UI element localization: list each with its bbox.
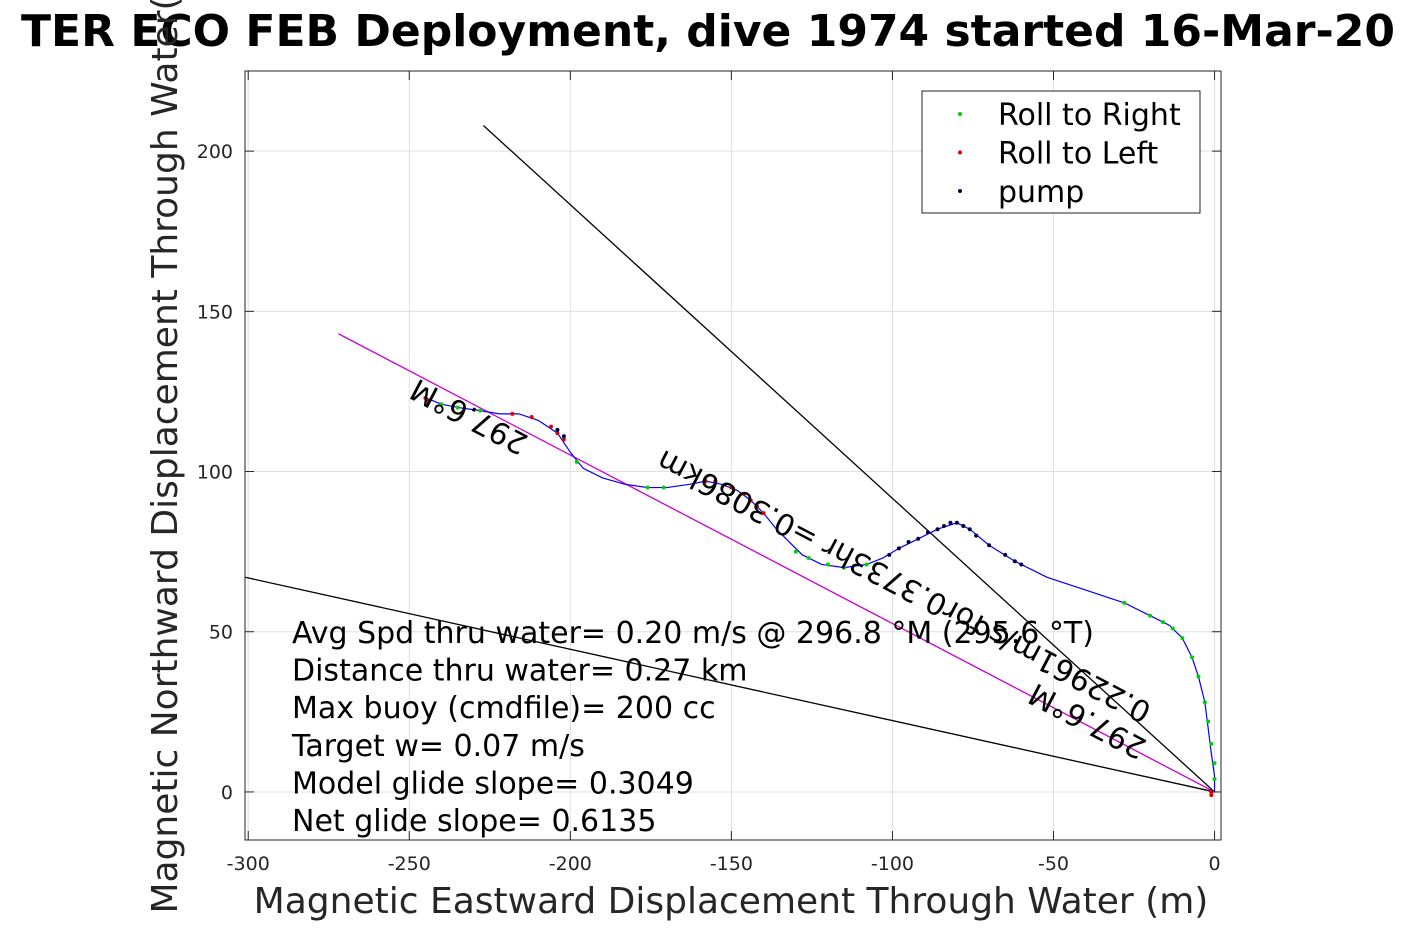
stat-line: Model glide slope= 0.3049 <box>292 766 694 801</box>
data-points <box>423 395 1217 798</box>
roll-to-right-point <box>1170 626 1175 631</box>
y-tick-label: 0 <box>221 782 233 804</box>
roll-to-right-point <box>1209 741 1214 746</box>
pump-point <box>935 527 940 532</box>
y-axis-label: Magnetic Northward Displacement Through … <box>145 0 186 914</box>
pump-point <box>906 540 911 545</box>
roll-to-left-point <box>755 504 760 509</box>
pump-point <box>887 552 892 557</box>
plot-frame <box>244 70 1222 841</box>
pump-point <box>967 527 972 532</box>
roll-to-right-point <box>661 485 666 490</box>
roll-to-right-point <box>1148 613 1153 618</box>
roll-to-left-point <box>742 491 747 496</box>
roll-to-left-point <box>713 479 718 484</box>
legend-label: Roll to Left <box>998 137 1158 172</box>
roll-to-right-point <box>1161 620 1166 625</box>
x-tick-label: -50 <box>1038 853 1069 875</box>
roll-to-right-point <box>806 556 811 561</box>
roll-to-right-point <box>1212 777 1217 782</box>
roll-to-right-point <box>864 562 869 567</box>
y-tick-label: 150 <box>197 301 233 323</box>
legend-box <box>921 90 1201 214</box>
roll-to-left-point <box>529 415 534 420</box>
pump-point <box>961 523 966 528</box>
black-line-steep <box>482 124 1215 793</box>
roll-to-right-point <box>645 485 650 490</box>
x-tick-label: -150 <box>710 853 753 875</box>
pump-point <box>555 427 560 432</box>
pump-point <box>896 546 901 551</box>
roll-to-right-point <box>1202 700 1207 705</box>
stat-line: Distance thru water= 0.27 km <box>292 654 747 689</box>
roll-to-left-point <box>423 395 428 400</box>
pump-point <box>974 533 979 538</box>
pump-point <box>925 530 930 535</box>
stat-line: Target w= 0.07 m/s <box>291 729 585 764</box>
roll-to-right-point <box>1122 600 1127 605</box>
pump-point <box>1012 559 1017 564</box>
chart-title: TER ECO FEB Deployment, dive 1974 starte… <box>21 6 1395 57</box>
x-tick-label: -300 <box>227 853 270 875</box>
x-tick-label: -250 <box>388 853 431 875</box>
legend-marker <box>958 112 962 116</box>
y-tick-label: 200 <box>197 141 233 163</box>
stat-line: Avg Spd thru water= 0.20 m/s @ 296.8 °M … <box>292 616 1094 651</box>
roll-to-left-point <box>510 411 515 416</box>
axis-ticks: -300 -250 -200 -150 -100 -50 0 0 50 100 150 200 <box>197 71 1221 875</box>
stats-block: Avg Spd thru water= 0.20 m/s @ 296.8 °M … <box>291 616 1094 839</box>
roll-to-right-point <box>574 459 579 464</box>
pump-point <box>916 536 921 541</box>
roll-to-right-point <box>1196 674 1201 679</box>
roll-to-left-point <box>703 479 708 484</box>
x-tick-label: -100 <box>871 853 914 875</box>
pump-point <box>1003 552 1008 557</box>
roll-to-left-point <box>426 399 431 404</box>
legend-label: pump <box>998 175 1084 210</box>
roll-to-left-point <box>761 511 766 516</box>
pump-point <box>987 543 992 548</box>
pump-point <box>948 520 953 525</box>
pump-point <box>561 434 566 439</box>
x-axis-label: Magnetic Eastward Displacement Through W… <box>254 881 1209 922</box>
x-tick-label: -200 <box>549 853 592 875</box>
roll-to-right-point <box>478 408 483 413</box>
y-tick-label: 50 <box>209 622 233 644</box>
roll-to-left-point <box>1209 789 1214 794</box>
stat-line: Net glide slope= 0.6135 <box>292 804 656 839</box>
roll-to-left-point <box>549 424 554 429</box>
roll-to-right-point <box>1190 655 1195 660</box>
pump-point <box>954 520 959 525</box>
roll-to-right-point <box>439 402 444 407</box>
roll-to-right-point <box>1212 761 1217 766</box>
legend-marker <box>958 150 962 155</box>
legend-label: Roll to Right <box>998 98 1181 133</box>
roll-to-left-point <box>561 437 566 442</box>
roll-to-left-point <box>729 485 734 490</box>
black-line-shallow <box>245 576 1215 793</box>
x-tick-label: 0 <box>1209 853 1221 875</box>
roll-to-right-point <box>793 549 798 554</box>
pump-point <box>941 523 946 528</box>
roll-to-left-point <box>748 498 753 503</box>
roll-to-right-point <box>826 562 831 567</box>
roll-to-right-point <box>1206 719 1211 724</box>
roll-to-left-point <box>555 431 560 436</box>
roll-to-left-point <box>1209 793 1214 798</box>
roll-to-right-point <box>842 565 847 570</box>
magenta-heading-line <box>338 333 1215 793</box>
roll-to-right-point <box>1180 636 1185 641</box>
reference-lines <box>245 124 1215 793</box>
legend-marker <box>958 189 962 193</box>
stat-line: Max buoy (cmdfile)= 200 cc <box>292 691 716 726</box>
pump-point <box>1019 562 1024 567</box>
y-tick-label: 100 <box>197 462 233 484</box>
roll-to-right-point <box>455 405 460 410</box>
